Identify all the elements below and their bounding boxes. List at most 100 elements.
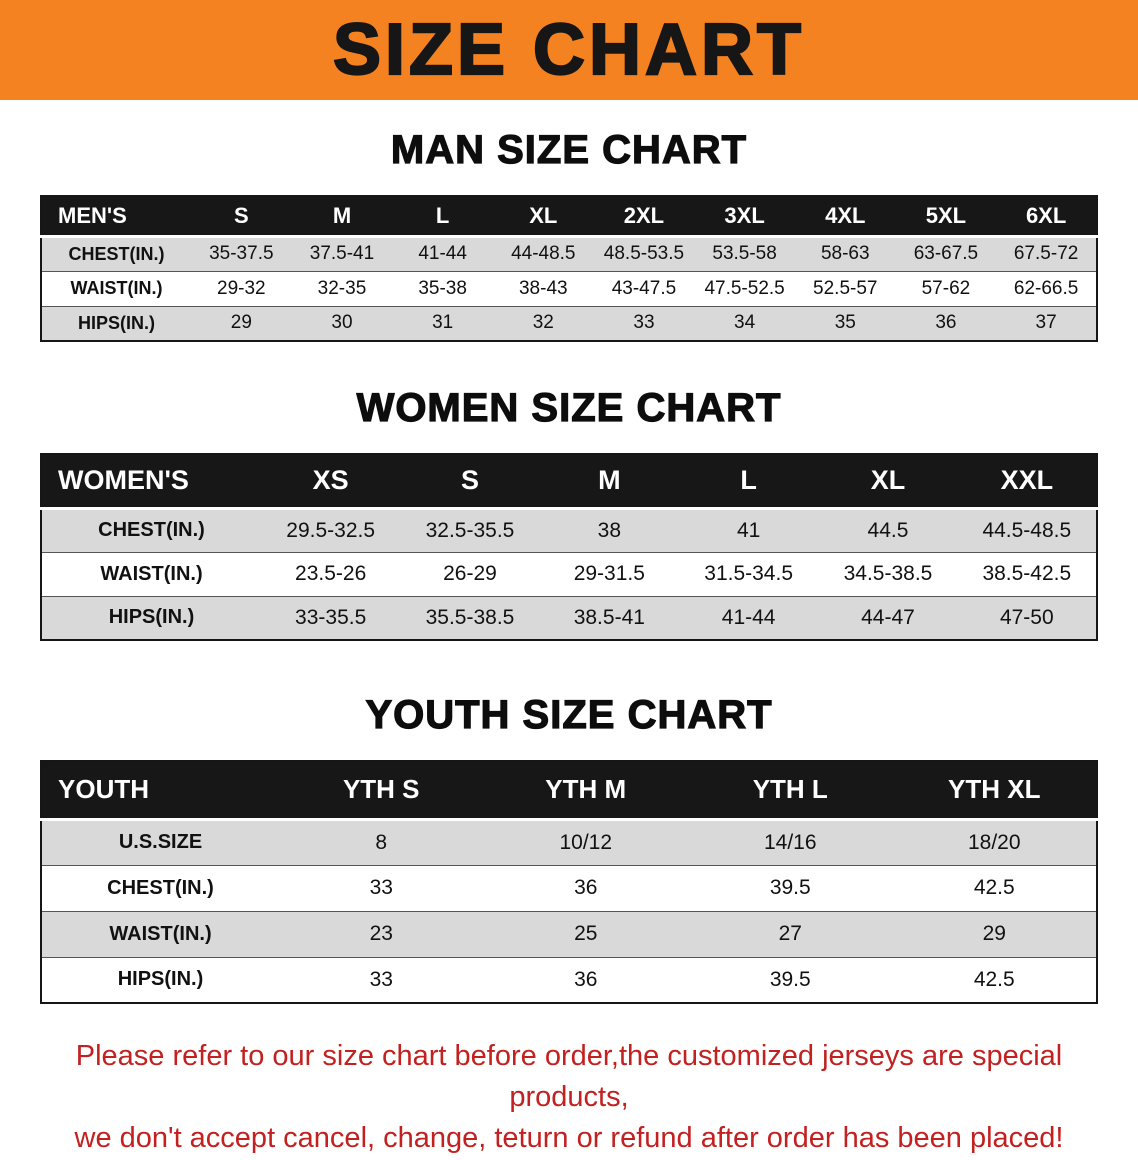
- size-cell: 53.5-58: [712, 243, 777, 264]
- column-header: 4XL: [825, 202, 866, 228]
- size-chart-banner: SIZE CHART: [0, 0, 1138, 100]
- size-cell: 38-43: [518, 277, 568, 299]
- row-label: U.S.SIZE: [118, 831, 203, 853]
- column-header: L: [435, 202, 450, 228]
- size-cell: 44-47: [861, 605, 915, 629]
- table-row-chest: CHEST(IN.) 29.5-32.5 32.5-35.5 38 41 44.…: [41, 508, 1097, 552]
- size-cell: 52.5-57: [813, 277, 878, 299]
- order-notice-line2: we don't accept cancel, change, teturn o…: [74, 1122, 1064, 1155]
- size-cell: 30: [331, 312, 353, 334]
- size-cell: 18/20: [967, 830, 1021, 854]
- size-cell: 41-44: [721, 605, 776, 629]
- table-row-us-size: U.S.SIZE 8 10/12 14/16 18/20: [41, 819, 1097, 865]
- size-cell: 23.5-26: [295, 562, 367, 585]
- size-cell: 43-47.5: [611, 277, 677, 299]
- size-cell: 32-35: [317, 277, 367, 299]
- size-cell: 38: [597, 518, 621, 542]
- women-table-header-row: WOMEN'S XS S M L XL XXL: [41, 454, 1097, 508]
- size-cell: 25: [574, 922, 598, 945]
- row-label: HIPS(IN.): [117, 968, 204, 991]
- column-header: YTH XL: [948, 774, 1041, 805]
- men-table-header-row: MEN'S S M L XL 2XL 3XL 4XL 5XL 6XL: [41, 196, 1097, 236]
- size-cell: 36: [935, 312, 957, 334]
- table-row-hips: HIPS(IN.) 33 36 39.5 42.5: [41, 957, 1097, 1003]
- man-size-chart-heading: MAN SIZE CHART: [390, 127, 748, 172]
- size-cell: 33: [369, 967, 393, 991]
- column-header: XS: [312, 465, 349, 496]
- row-label: WAIST(IN.): [109, 922, 212, 945]
- size-cell: 37: [1035, 312, 1057, 334]
- size-cell: 41-44: [418, 243, 467, 264]
- column-header: XXL: [1000, 465, 1054, 496]
- banner-title: SIZE CHART: [332, 9, 805, 91]
- column-header: XL: [529, 202, 558, 228]
- row-label: CHEST(IN.): [107, 876, 214, 899]
- size-cell: 62-66.5: [1013, 277, 1079, 299]
- size-cell: 39.5: [769, 967, 811, 991]
- row-label: WAIST(IN.): [70, 278, 163, 298]
- column-header: 5XL: [925, 202, 967, 228]
- size-cell: 29: [982, 922, 1006, 945]
- size-cell: 35.5-38.5: [425, 605, 515, 629]
- size-cell: 14/16: [763, 830, 817, 854]
- size-cell: 58-63: [820, 243, 870, 264]
- size-cell: 48.5-53.5: [603, 243, 685, 264]
- row-label: HIPS(IN.): [77, 312, 155, 333]
- table-row-hips: HIPS(IN.) 29 30 31 32 33 34 35 36 37: [41, 306, 1097, 341]
- table-row-waist: WAIST(IN.) 23 25 27 29: [41, 911, 1097, 957]
- size-cell: 38.5-42.5: [982, 562, 1072, 585]
- table-row-waist: WAIST(IN.) 29-32 32-35 35-38 38-43 43-47…: [41, 271, 1097, 306]
- size-cell: 63-67.5: [913, 243, 979, 264]
- size-cell: 47-50: [999, 605, 1054, 629]
- size-cell: 35-37.5: [209, 243, 274, 264]
- column-header: M: [332, 202, 352, 228]
- size-cell: 31.5-34.5: [704, 562, 794, 585]
- table-row-chest: CHEST(IN.) 33 36 39.5 42.5: [41, 865, 1097, 911]
- youth-table-corner-label: YOUTH: [58, 774, 149, 805]
- table-row-hips: HIPS(IN.) 33-35.5 35.5-38.5 38.5-41 41-4…: [41, 596, 1097, 640]
- size-cell: 33: [633, 312, 655, 334]
- size-cell: 44.5-48.5: [982, 518, 1072, 542]
- youth-table-header-row: YOUTH YTH S YTH M YTH L YTH XL: [41, 761, 1097, 819]
- size-cell: 29: [230, 312, 252, 334]
- row-label: CHEST(IN.): [98, 519, 205, 541]
- size-cell: 29-32: [217, 277, 266, 299]
- size-cell: 8: [375, 830, 388, 854]
- size-cell: 10/12: [559, 830, 613, 854]
- size-cell: 36: [574, 967, 598, 991]
- size-cell: 33: [369, 876, 393, 899]
- size-cell: 34.5-38.5: [843, 562, 933, 585]
- size-cell: 38.5-41: [573, 605, 645, 629]
- order-notice: Please refer to our size chart before or…: [0, 1036, 1138, 1160]
- size-cell: 42.5: [973, 967, 1015, 991]
- size-cell: 32.5-35.5: [425, 518, 515, 542]
- size-cell: 42.5: [973, 876, 1015, 899]
- youth-size-table: YOUTH YTH S YTH M YTH L YTH XL U.S.SIZE …: [40, 760, 1098, 1004]
- women-size-table: WOMEN'S XS S M L XL XXL CHEST(IN.) 29.5-…: [40, 453, 1098, 641]
- men-table-corner-label: MEN'S: [58, 202, 127, 228]
- column-header: 2XL: [623, 202, 665, 228]
- row-label: WAIST(IN.): [100, 562, 203, 585]
- size-cell: 32: [532, 312, 554, 334]
- column-header: S: [233, 202, 249, 228]
- column-header: YTH M: [545, 774, 627, 805]
- youth-size-chart-heading: YOUTH SIZE CHART: [365, 692, 773, 737]
- column-header: 6XL: [1025, 202, 1067, 228]
- size-cell: 36: [574, 876, 598, 899]
- column-header: S: [460, 465, 479, 496]
- women-size-chart-heading: WOMEN SIZE CHART: [356, 385, 782, 430]
- size-cell: 26-29: [443, 562, 497, 585]
- size-cell: 33-35.5: [295, 605, 367, 629]
- column-header: L: [740, 465, 757, 496]
- size-cell: 31: [432, 312, 454, 334]
- size-cell: 44-48.5: [511, 243, 576, 264]
- row-label: HIPS(IN.): [108, 606, 195, 629]
- size-cell: 35-38: [418, 277, 467, 299]
- column-header: 3XL: [724, 202, 765, 228]
- size-cell: 44.5: [867, 518, 909, 542]
- column-header: YTH S: [342, 774, 420, 805]
- size-cell: 41: [736, 518, 761, 542]
- size-cell: 29.5-32.5: [286, 518, 376, 542]
- column-header: XL: [870, 465, 906, 496]
- table-row-waist: WAIST(IN.) 23.5-26 26-29 29-31.5 31.5-34…: [41, 552, 1097, 596]
